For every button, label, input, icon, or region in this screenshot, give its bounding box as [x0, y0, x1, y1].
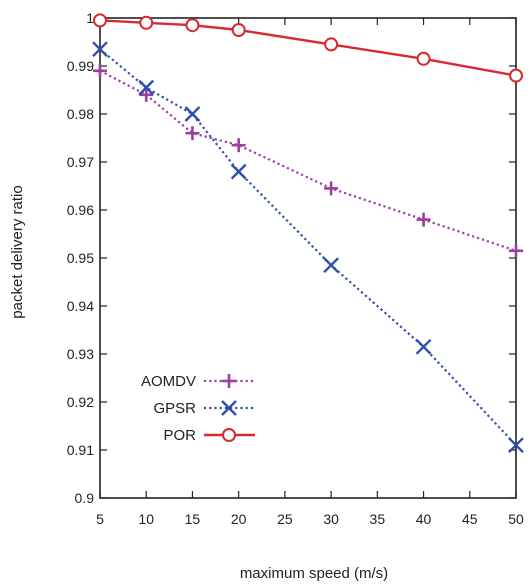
circle-marker	[93, 13, 107, 28]
series-layer	[92, 13, 524, 454]
legend-item-por: POR	[163, 427, 255, 444]
legend-label: POR	[163, 427, 196, 444]
y-axis-title: packet delivery ratio	[9, 185, 26, 318]
circle-marker	[509, 68, 523, 83]
series-por	[93, 13, 523, 83]
data-point	[185, 18, 200, 33]
x-tick-label: 15	[185, 511, 201, 527]
x-tick-label: 40	[416, 511, 432, 527]
circle-marker	[416, 51, 431, 66]
circle-marker	[231, 23, 246, 37]
data-point	[324, 37, 339, 52]
x-marker-b	[323, 257, 339, 274]
series-aomdv	[93, 63, 523, 258]
y-tick-label: 0.98	[67, 106, 94, 122]
x-marker-b	[92, 41, 108, 58]
y-tick-label: 1	[86, 10, 94, 26]
legend-label: GPSR	[153, 400, 196, 417]
x-marker-b	[508, 437, 524, 454]
x-tick-label: 20	[231, 511, 247, 527]
x-marker-b	[184, 106, 201, 122]
x-tick-label: 10	[138, 511, 154, 527]
x-marker-b	[138, 79, 155, 96]
data-point	[416, 51, 431, 66]
legend: AOMDV GPSR POR	[141, 373, 255, 444]
data-point	[324, 181, 339, 196]
data-point	[222, 374, 236, 388]
data-point	[230, 163, 247, 180]
data-point	[231, 138, 246, 153]
y-tick-label: 0.99	[67, 58, 94, 74]
legend-item-aomdv: AOMDV	[141, 373, 255, 390]
plot-frame	[99, 17, 517, 499]
circle-marker	[185, 18, 200, 33]
axes: 5 10 15 20 25 30 35 40 45 50 0.9 0.91 0.92 0.93 0.94 0.…	[67, 10, 524, 527]
y-tick-label: 0.9	[75, 490, 95, 506]
y-tick-label: 0.95	[67, 250, 94, 266]
x-tick-label: 35	[370, 511, 386, 527]
data-point	[508, 437, 524, 454]
data-point	[185, 126, 200, 141]
x-marker-b	[230, 163, 247, 180]
x-tick-label: 50	[508, 511, 524, 527]
data-point	[93, 63, 107, 78]
y-tick-label: 0.92	[67, 394, 94, 410]
x-tick-label: 45	[462, 511, 478, 527]
circle-marker	[222, 428, 236, 442]
data-point	[416, 212, 431, 227]
y-tick-label: 0.93	[67, 346, 94, 362]
data-point	[509, 243, 523, 258]
y-tick-label: 0.94	[67, 298, 94, 314]
circle-marker	[324, 37, 339, 52]
data-point	[92, 41, 108, 58]
data-point	[323, 257, 339, 274]
data-point	[139, 15, 154, 30]
data-point	[415, 338, 432, 355]
data-point	[139, 87, 154, 102]
series-line	[99, 19, 517, 77]
circle-marker	[139, 15, 154, 30]
series-gpsr	[92, 41, 524, 454]
legend-item-gpsr: GPSR	[153, 400, 255, 417]
y-tick-label: 0.96	[67, 202, 94, 218]
data-point	[184, 106, 201, 122]
x-marker-b	[221, 400, 237, 416]
x-axis-title: maximum speed (m/s)	[240, 565, 388, 582]
data-point	[221, 400, 237, 416]
data-point	[231, 23, 246, 37]
data-point	[93, 13, 107, 28]
data-point	[509, 68, 523, 83]
y-tick-label: 0.91	[67, 442, 94, 458]
data-point	[138, 79, 155, 96]
x-marker-b	[415, 338, 432, 355]
x-tick-label: 25	[277, 511, 293, 527]
x-tick-label: 5	[96, 511, 104, 527]
legend-label: AOMDV	[141, 373, 196, 390]
x-tick-label: 30	[323, 511, 339, 527]
y-tick-label: 0.97	[67, 154, 94, 170]
data-point	[222, 428, 236, 442]
